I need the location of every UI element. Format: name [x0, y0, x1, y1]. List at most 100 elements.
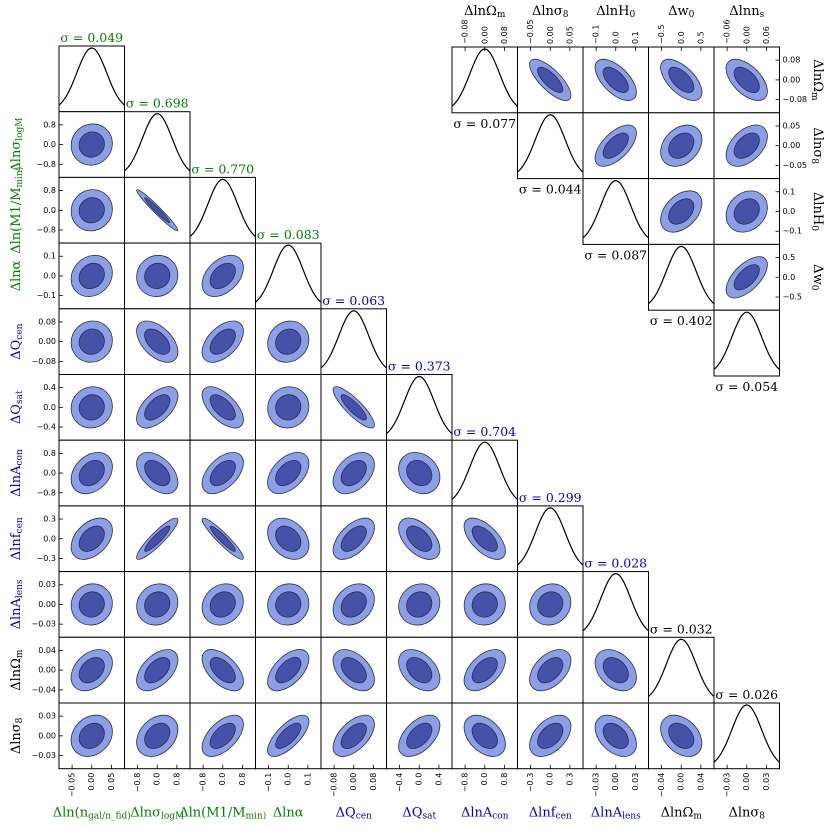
contour-alpha-Om-inner-contour [275, 657, 302, 684]
contour-ngal-Qsat-inner-contour [78, 394, 105, 421]
ytick-label-Acon-0: −0.8 [37, 488, 56, 497]
contour-sigma_logM-alpha-inner-contour [144, 262, 171, 290]
xtick-label-fcen-0: −0.3 [526, 773, 535, 792]
xaxis-label-fcen: Δlnfcen [529, 805, 572, 821]
inset-xtick-label-Om-0: −0.08 [461, 19, 470, 44]
ytick-label-Alens-0: −0.03 [31, 620, 56, 629]
xtick-label-fcen-1: 0.0 [546, 773, 555, 786]
contour-Alens-s8-inner-contour [602, 722, 629, 749]
xtick-label-M1-1: 0.0 [218, 773, 227, 786]
hist-M1-frame [189, 176, 256, 244]
ytick-label-fcen-2: 0.3 [43, 515, 56, 524]
inset-contour-Om-H0-inner-contour [602, 66, 629, 93]
contour-ngal-M1-inner-contour [78, 197, 105, 224]
xaxis-label-s8: Δlnσ8 [728, 805, 765, 821]
contour-M1-Qcen-inner-contour [209, 328, 236, 355]
sigma-label-Qcen: σ = 0.063 [322, 293, 385, 308]
xtick-label-Qcen-0: −0.08 [330, 773, 339, 798]
contour-fcen-Om-inner-contour [537, 657, 564, 684]
contour-Om-s8-inner-contour [668, 722, 695, 749]
ytick-label-Acon-1: 0.0 [43, 469, 56, 478]
contour-Acon-Om-frame [451, 636, 518, 704]
contour-Om-s8-frame [648, 702, 715, 770]
inset-hist-H0-curve [582, 179, 649, 239]
contour-ngal-fcen-inner-contour [78, 525, 105, 552]
ytick-label-Om-0: −0.04 [31, 685, 56, 694]
xaxis-label-Om: ΔlnΩm [661, 805, 703, 821]
inset-ytick-label-w0-0: −0.5 [783, 293, 802, 302]
inset-xaxis-label-ns: Δlnns [729, 4, 764, 20]
inset-contour-Om-s8-inner-contour [537, 66, 564, 93]
contour-alpha-Qcen-inner-contour [275, 328, 302, 355]
xtick-label-Alens-0: −0.03 [592, 773, 601, 798]
xtick-label-M1-2: 0.8 [238, 773, 247, 786]
contour-sigma_logM-Qsat-inner-contour [144, 394, 171, 421]
xaxis-label-sigma_logM: ΔlnσlogM [130, 805, 184, 821]
ytick-label-s8-1: 0.00 [38, 731, 56, 740]
xtick-label-Qsat-1: 0.0 [415, 773, 424, 786]
xtick-label-s8-2: 0.03 [762, 773, 771, 791]
inset-ytick-label-s8-2: 0.05 [783, 121, 801, 130]
ytick-label-M1-1: 0.0 [43, 206, 56, 215]
hist-sigma_logM-curve [124, 113, 191, 172]
xtick-label-sigma_logM-1: 0.0 [153, 773, 162, 786]
xtick-label-Qcen-2: 0.08 [369, 773, 378, 791]
inset-sigma-label-ns: σ = 0.054 [715, 379, 778, 394]
inset-ytick-label-Om-1: 0.00 [783, 75, 801, 84]
inset-ytick-label-s8-1: 0.00 [783, 141, 801, 150]
xtick-label-sigma_logM-2: 0.8 [172, 773, 181, 786]
sigma-label-sigma_logM: σ = 0.698 [126, 96, 189, 111]
xaxis-label-ngal: Δln(ngal/n_fid) [53, 805, 131, 821]
xtick-label-Acon-1: 0.0 [480, 773, 489, 786]
hist-s8-frame [713, 702, 780, 770]
hist-sigma_logM-frame [124, 111, 191, 178]
inset-sigma-label-H0: σ = 0.087 [584, 247, 647, 262]
yaxis-label-M1: Δln(M1/Mmin) [9, 167, 25, 254]
ytick-label-Qcen-0: −0.08 [31, 357, 56, 366]
contour-Qcen-Acon-inner-contour [340, 459, 367, 487]
contour-sigma_logM-M1-inner-contour [144, 197, 171, 224]
hist-fcen-frame [517, 505, 584, 573]
inset-xtick-label-Om-1: 0.00 [480, 26, 489, 44]
contour-Qsat-Om-inner-contour [406, 657, 433, 684]
inset-xtick-label-w0-2: 0.5 [696, 31, 705, 44]
inset-contour-H0-w0-inner-contour [668, 198, 695, 225]
inset-contour-Om-ns-inner-contour [733, 66, 760, 93]
hist-Qsat-curve [386, 375, 453, 435]
inset-sigma-label-Om: σ = 0.077 [453, 116, 516, 131]
contour-Acon-Alens-inner-contour [471, 591, 498, 618]
inset-xtick-label-s8-2: 0.05 [565, 26, 574, 44]
inset-xaxis-label-s8: Δlnσ8 [532, 4, 569, 20]
contour-Acon-Om-inner-contour [471, 657, 498, 684]
hist-alpha-frame [255, 242, 322, 310]
inset-hist-ns-curve [713, 311, 780, 370]
xtick-label-Acon-0: −0.8 [461, 773, 470, 792]
inset-hist-ns-frame [713, 309, 780, 377]
contour-M1-s8-inner-contour [209, 722, 236, 749]
xaxis-label-Acon: ΔlnAcon [461, 805, 509, 821]
inset-xtick-label-s8-0: −0.05 [526, 19, 535, 44]
contour-ngal-sigma_logM-inner-contour [78, 131, 105, 158]
contour-ngal-s8-inner-contour [78, 722, 105, 749]
contour-sigma_logM-fcen-inner-contour [144, 525, 171, 552]
contour-ngal-Om-inner-contour [78, 657, 105, 684]
xaxis-label-Qsat: ΔQsat [402, 805, 436, 821]
xtick-label-alpha-0: −0.1 [264, 773, 273, 792]
inset-sigma-label-s8: σ = 0.044 [519, 182, 582, 197]
inset-yaxis-label-s8: Δlnσ8 [810, 127, 826, 164]
ytick-label-Alens-2: 0.03 [38, 580, 56, 589]
xtick-label-ngal-2: 0.05 [107, 773, 116, 791]
xaxis-label-Alens: ΔlnAlens [591, 805, 641, 821]
inset-yaxis-label-H0: ΔlnH0 [810, 192, 826, 231]
sigma-label-s8: σ = 0.026 [715, 687, 778, 702]
inset-xtick-label-ns-1: 0.00 [742, 26, 751, 44]
ytick-label-s8-0: −0.03 [31, 751, 56, 760]
hist-Qcen-frame [320, 308, 387, 375]
sigma-label-Acon: σ = 0.704 [453, 424, 516, 439]
inset-contour-s8-H0-inner-contour [602, 132, 629, 159]
contour-fcen-s8-inner-contour [537, 722, 564, 749]
contour-ngal-Qcen-inner-contour [78, 328, 105, 355]
yaxis-label-Qcen: ΔQcen [9, 323, 25, 359]
xtick-label-Alens-1: 0.00 [611, 773, 620, 791]
